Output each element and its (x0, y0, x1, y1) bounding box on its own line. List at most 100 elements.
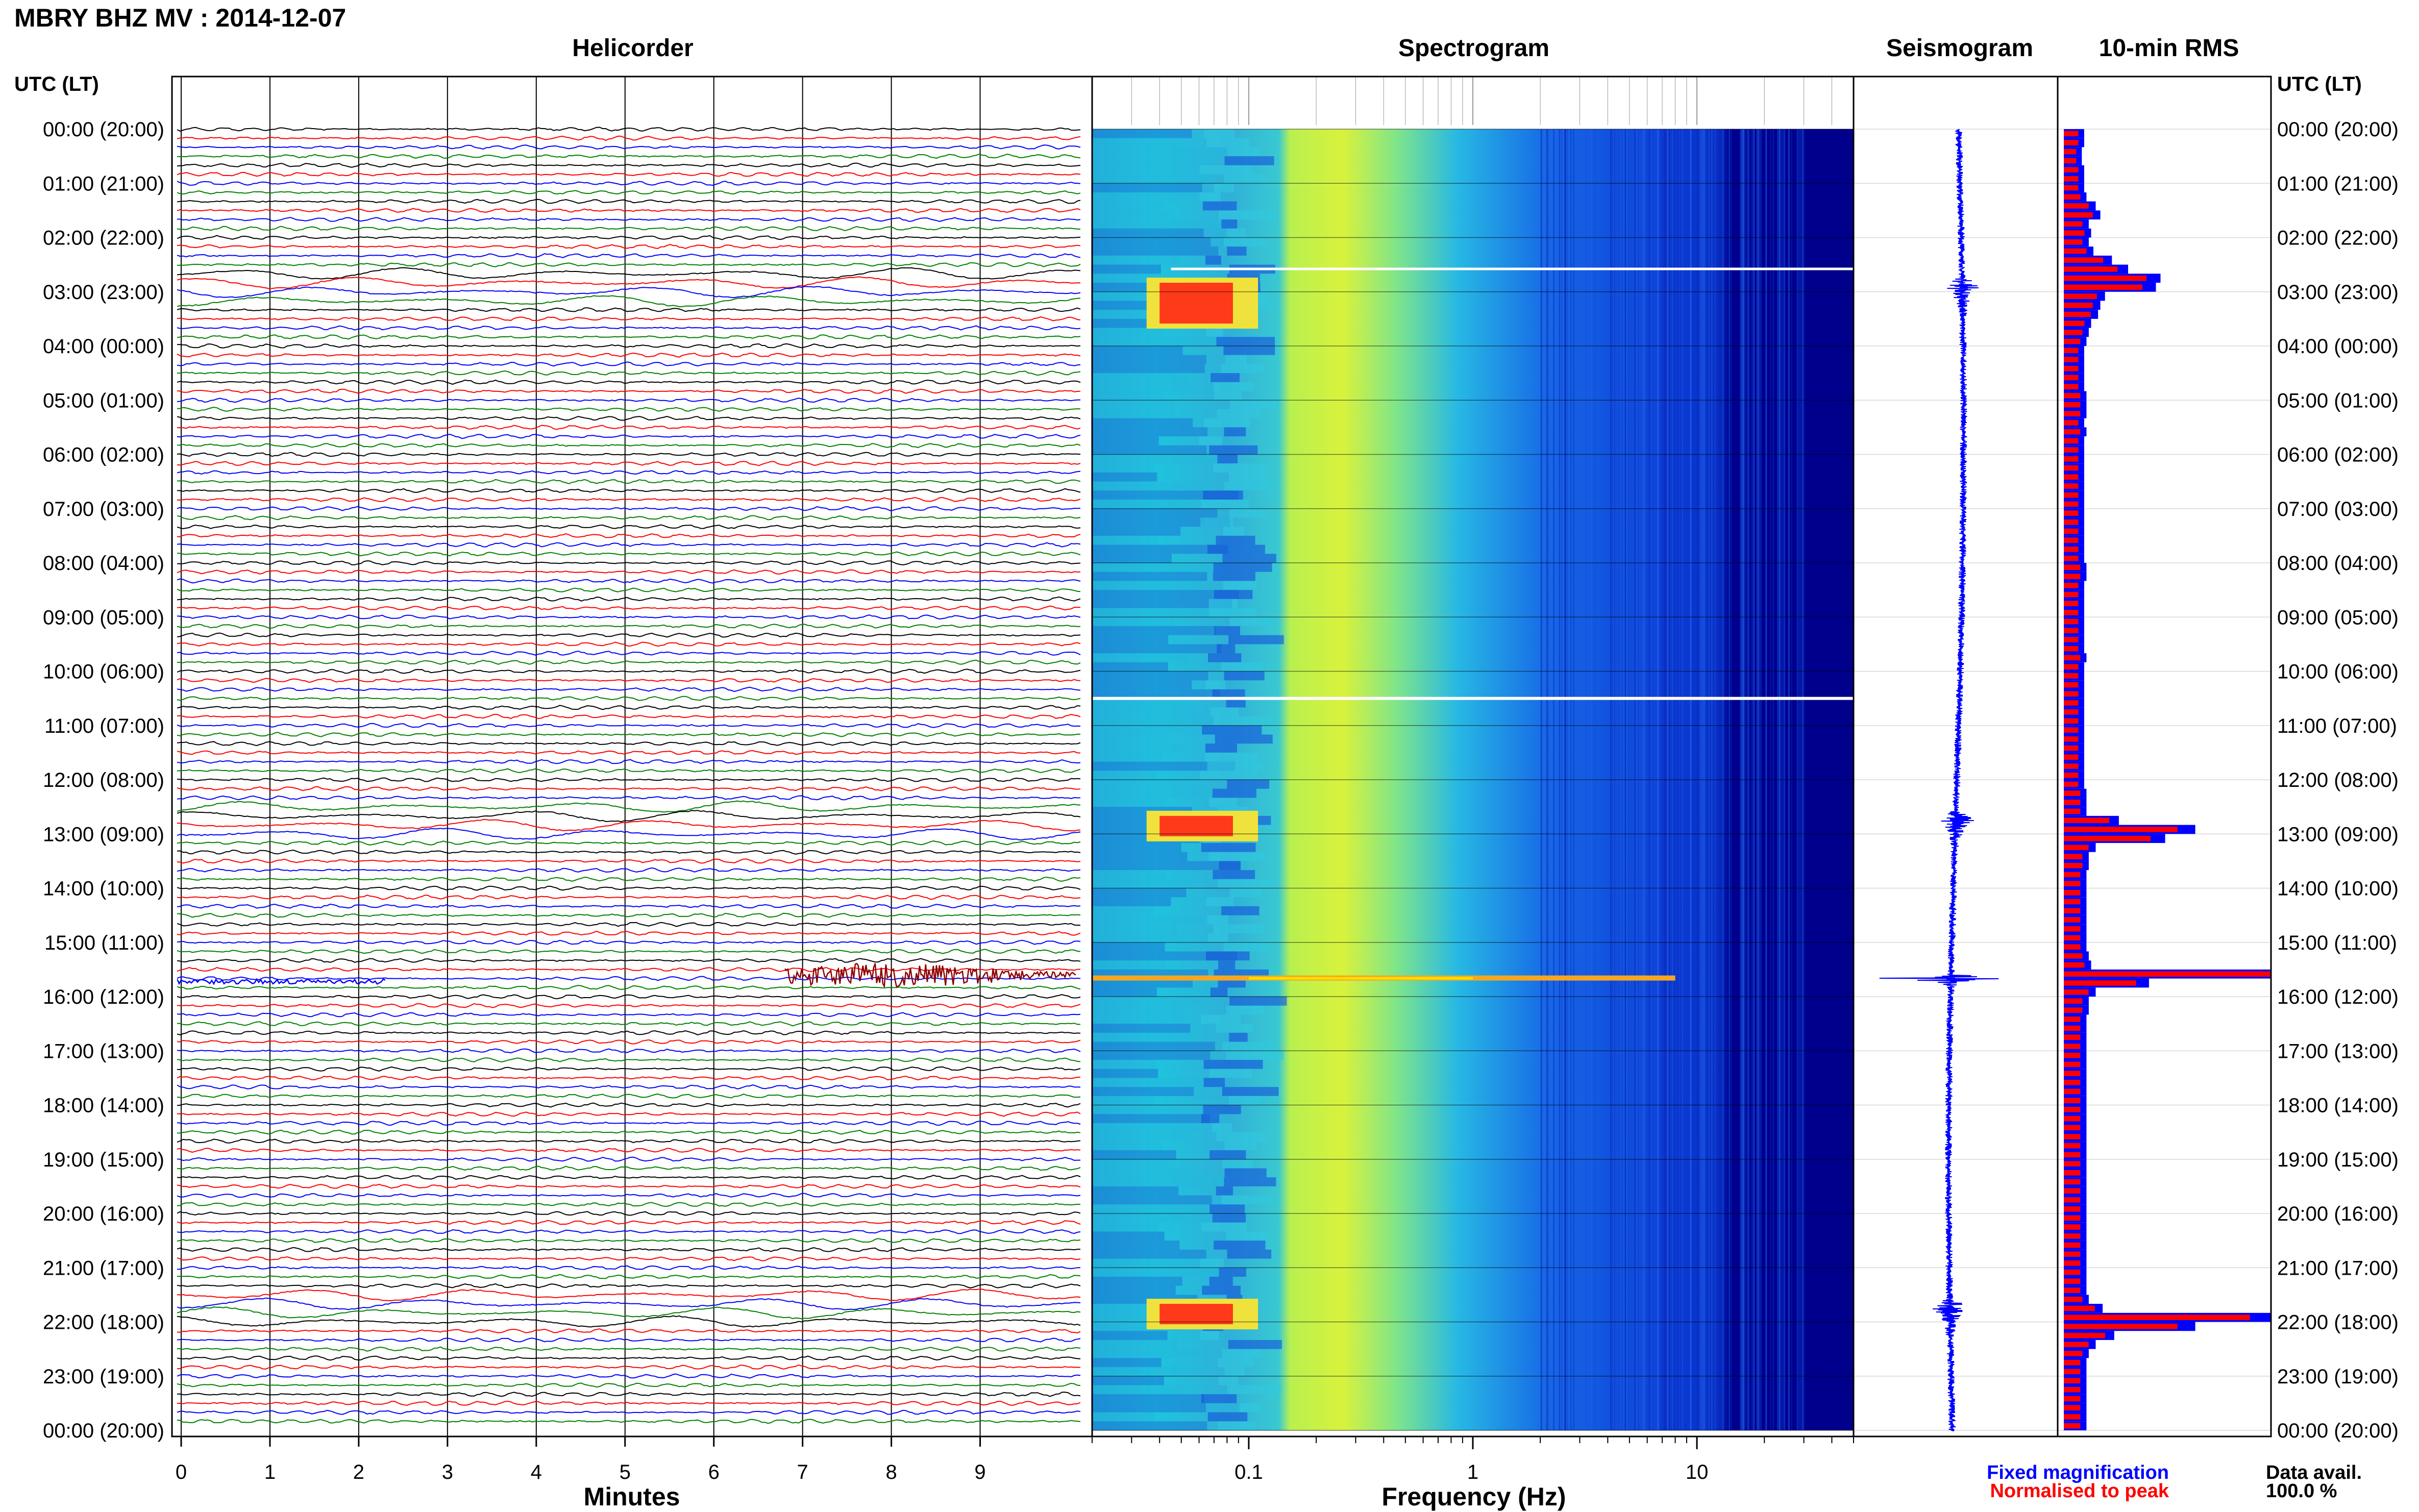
spectrogram-cell (1092, 1412, 1156, 1422)
spectrogram-cell (1092, 355, 1206, 364)
helicorder-trace (177, 1084, 1081, 1090)
rms-bar-normalised (2064, 1044, 2081, 1049)
time-label: 10:00 (06:00) (2277, 661, 2399, 683)
spectrogram-cell (1092, 879, 1194, 888)
spectrogram-cell (1218, 1421, 1256, 1431)
rms-frame (2057, 76, 2272, 1437)
spectrogram-cell (1223, 527, 1244, 536)
rms-bar-normalised (2064, 411, 2081, 417)
frequency-tick-label: 0.1 (1235, 1461, 1263, 1483)
helicorder-trace (177, 885, 1081, 891)
spectrogram-cell (1227, 780, 1270, 789)
rms-bar-normalised (2064, 311, 2091, 317)
spectrogram-cell (1092, 210, 1168, 220)
spectrogram-cell (1218, 879, 1274, 888)
helicorder-trace (177, 1220, 1081, 1225)
spectrogram-cell (1214, 1241, 1266, 1250)
rms-bar-normalised (2064, 1359, 2081, 1366)
helicorder-trace (177, 1419, 1081, 1424)
spectrogram-cell (1212, 1213, 1246, 1223)
rms-bar-normalised (2064, 817, 2110, 823)
data-gap (1092, 697, 1854, 700)
local-event-trace (784, 962, 1076, 989)
helicorder-trace (177, 732, 1081, 737)
rms-bar-normalised (2064, 1423, 2081, 1429)
spectrogram-cell (1092, 463, 1155, 473)
spectrogram-cell (1092, 274, 1162, 283)
rms-bar-normalised (2064, 691, 2079, 697)
rms-title: 10-min RMS (2099, 35, 2239, 62)
spectrogram-cell (1092, 1213, 1213, 1223)
spectrogram-cell (1210, 707, 1239, 717)
spectrogram-cell (1216, 1186, 1233, 1196)
frequency-axis-label: Frequency (Hz) (1381, 1482, 1566, 1511)
spectrogram-cell (1092, 1014, 1185, 1024)
rms-bar-normalised (2064, 239, 2083, 245)
legend-normalised-to-peak: Normalised to peak (1990, 1480, 2169, 1502)
time-label: 18:00 (14:00) (2277, 1095, 2399, 1117)
spectrogram-cell (1092, 870, 1166, 879)
rms-bar-normalised (2064, 835, 2151, 841)
spectrogram-cell (1092, 147, 1237, 157)
spectrogram-cell (1092, 535, 1158, 545)
spectrogram-cell (1092, 427, 1208, 437)
helicorder-trace (177, 352, 1081, 358)
spectrogram-cell (1092, 1376, 1164, 1385)
spectrogram-cell (1206, 951, 1250, 961)
rms-bar-normalised (2064, 203, 2089, 209)
spectrogram-cell (1092, 599, 1232, 608)
helicorder-trace (177, 398, 1081, 403)
rms-bar-normalised (2064, 275, 2146, 281)
spectrogram-cell (1092, 1276, 1182, 1286)
minutes-axis-label: Minutes (584, 1482, 680, 1511)
spectrogram-cell (1092, 1114, 1210, 1123)
time-label: 03:00 (23:00) (2277, 281, 2399, 304)
helicorder-trace (177, 1183, 1081, 1189)
rms-bar-normalised (2064, 935, 2081, 941)
time-label: 14:00 (10:00) (2277, 878, 2399, 900)
time-label: 09:00 (05:00) (43, 606, 164, 629)
spectrogram-cell (1218, 978, 1246, 988)
minute-tick-label: 7 (797, 1461, 808, 1483)
spectrogram-cell (1199, 436, 1222, 445)
helicorder-trace (177, 828, 1081, 840)
rms-bar-normalised (2064, 682, 2079, 688)
rms-bar-normalised (2064, 1315, 2250, 1320)
helicorder-trace (177, 930, 1081, 936)
spectrogram-cell (1092, 1069, 1158, 1078)
helicorder-trace (177, 1346, 1081, 1352)
spectrogram-cell (1224, 1177, 1276, 1186)
helicorder-trace (177, 800, 1081, 813)
spectrogram-cell (1092, 662, 1168, 672)
time-label: 17:00 (13:00) (43, 1040, 164, 1062)
rms-bar-normalised (2064, 673, 2079, 679)
helicorder-trace (177, 759, 1081, 764)
rms-bar-normalised (2064, 167, 2079, 172)
spectrogram-cell (1204, 129, 1235, 138)
time-label: 00:00 (20:00) (43, 118, 164, 141)
spectrogram-cell (1092, 1159, 1170, 1169)
seismogram-title: Seismogram (1886, 35, 2033, 62)
time-label: 06:00 (02:00) (2277, 444, 2399, 466)
rms-bar-normalised (2064, 1125, 2081, 1131)
spectrogram-cell (1200, 165, 1253, 175)
spectrogram-cell (1228, 635, 1284, 645)
helicorder-trace (177, 524, 1081, 530)
helicorder-trace (177, 267, 1081, 280)
helicorder-trace (177, 587, 1081, 592)
spectrogram-cell (1092, 617, 1174, 626)
spectrogram-cell (1214, 391, 1242, 401)
helicorder-trace (177, 1211, 1081, 1216)
spectrogram-cell (1092, 852, 1188, 861)
helicorder-trace (177, 295, 1081, 308)
spectrogram-cell (1092, 563, 1218, 572)
rms-bar-normalised (2064, 1251, 2081, 1257)
spectrogram-cell (1214, 626, 1240, 635)
helicorder-trace (177, 840, 1081, 846)
rms-bar-normalised (2064, 194, 2081, 200)
spectrogram-cell (1092, 689, 1220, 699)
time-label: 03:00 (23:00) (43, 281, 164, 304)
rms-bar-normalised (2064, 1287, 2081, 1293)
data-gap (1171, 267, 1854, 270)
rms-bar-normalised (2064, 754, 2079, 760)
